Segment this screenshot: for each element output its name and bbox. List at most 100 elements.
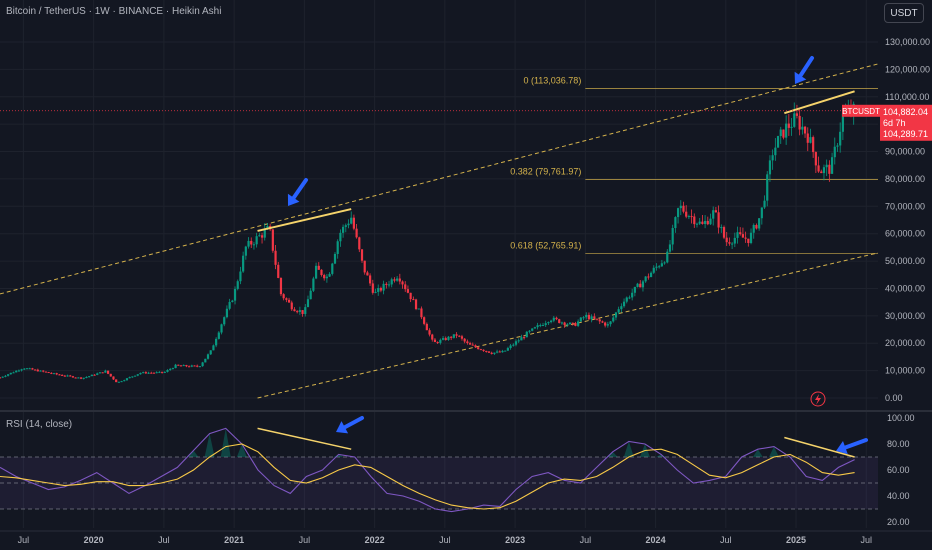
candle-body (782, 129, 785, 138)
candle-body (387, 284, 391, 286)
alert-icon (810, 391, 826, 407)
candle-body (493, 352, 496, 354)
candle-body (163, 371, 166, 373)
candle-body (136, 374, 139, 376)
candle-body (471, 344, 474, 346)
candle-body (517, 340, 520, 342)
candle-body (336, 241, 339, 254)
candle-body (709, 218, 712, 225)
last-price-label: 104,882.04 (883, 107, 928, 117)
candle-body (590, 316, 593, 320)
candle-body (536, 325, 539, 328)
rsi-divergence-line (257, 427, 352, 450)
candle-body (223, 317, 226, 325)
candle-body (579, 317, 582, 322)
rsi-ma-line (0, 443, 855, 510)
candle-body (39, 370, 42, 372)
candle-body (768, 160, 772, 175)
candle-body (633, 286, 636, 293)
candle-body (733, 237, 736, 244)
candle-body (731, 243, 734, 245)
candle-body (525, 331, 528, 338)
candle-body (88, 376, 91, 378)
candle-body (109, 373, 112, 377)
candle-body (7, 374, 10, 376)
candle-body (725, 237, 728, 243)
candle-body (695, 223, 699, 225)
candle-body (552, 317, 555, 321)
candle-body (531, 328, 534, 331)
currency-button[interactable]: USDT (884, 3, 924, 23)
candle-body (801, 126, 804, 130)
candle-body (825, 164, 828, 168)
rsi-tick-label: 20.00 (887, 517, 910, 527)
candle-body (263, 229, 266, 238)
x-tick-label: 2025 (786, 535, 806, 545)
candle-body (339, 232, 342, 242)
rsi-tick-label: 80.00 (887, 439, 910, 449)
candle-body (390, 279, 393, 285)
candle-body (58, 374, 61, 376)
candle-body (822, 167, 826, 174)
candle-body (333, 253, 337, 264)
candle-body (71, 376, 75, 378)
candle-body (622, 301, 626, 307)
candle-body (350, 217, 353, 224)
candle-body (679, 205, 682, 209)
candle-body (544, 323, 547, 326)
candle-body (520, 337, 523, 341)
candle-body (112, 376, 115, 380)
candle-body (571, 322, 574, 324)
symbol-tag (842, 104, 880, 117)
candle-body (693, 216, 696, 225)
arrow-rsi-2025-head (836, 440, 848, 455)
candle-body (682, 205, 685, 212)
candle-body (779, 129, 782, 137)
candle-body (736, 232, 739, 238)
price-tick-label: 10,000.00 (885, 366, 925, 376)
candle-body (233, 288, 237, 301)
candle-body (396, 278, 399, 281)
candle-body (647, 276, 650, 278)
price-tick-label: 20,000.00 (885, 338, 925, 348)
candle-body (169, 368, 172, 371)
rsi-overbought-fill (188, 428, 779, 457)
rsi-line (0, 427, 855, 513)
candle-body (785, 123, 788, 138)
candle-body (501, 350, 504, 353)
candle-body (712, 210, 715, 219)
candle-body (687, 216, 690, 218)
candle-body (485, 350, 488, 352)
candle-body (528, 330, 531, 332)
candle-body (498, 351, 501, 353)
candle-body (620, 306, 623, 310)
candle-body (139, 372, 142, 375)
candle-body (714, 210, 718, 213)
candle-body (193, 365, 196, 367)
candle-body (323, 274, 326, 279)
price-tick-label: 80,000.00 (885, 174, 925, 184)
candle-body (541, 325, 545, 327)
arrow-2021-peak-head (287, 193, 300, 206)
arrow-2025-peak-head (794, 71, 807, 84)
candle-body (285, 298, 288, 300)
candle-body (77, 377, 80, 379)
candle-body (277, 264, 280, 278)
candle-body (279, 277, 283, 295)
x-tick-label: 2021 (224, 535, 244, 545)
candle-body (644, 276, 647, 282)
candle-body (487, 351, 491, 353)
candle-body (706, 220, 709, 225)
candle-body (212, 345, 215, 351)
candle-body (649, 272, 653, 278)
candle-body (50, 372, 53, 374)
candle-body (417, 308, 420, 310)
candle-body (379, 287, 383, 291)
candle-body (398, 278, 401, 282)
arrow-rsi-2021-head (336, 421, 349, 434)
candle-body (509, 345, 512, 349)
channel-upper-line (0, 63, 879, 295)
price-tag-box (880, 104, 932, 141)
candle-body (377, 287, 380, 292)
